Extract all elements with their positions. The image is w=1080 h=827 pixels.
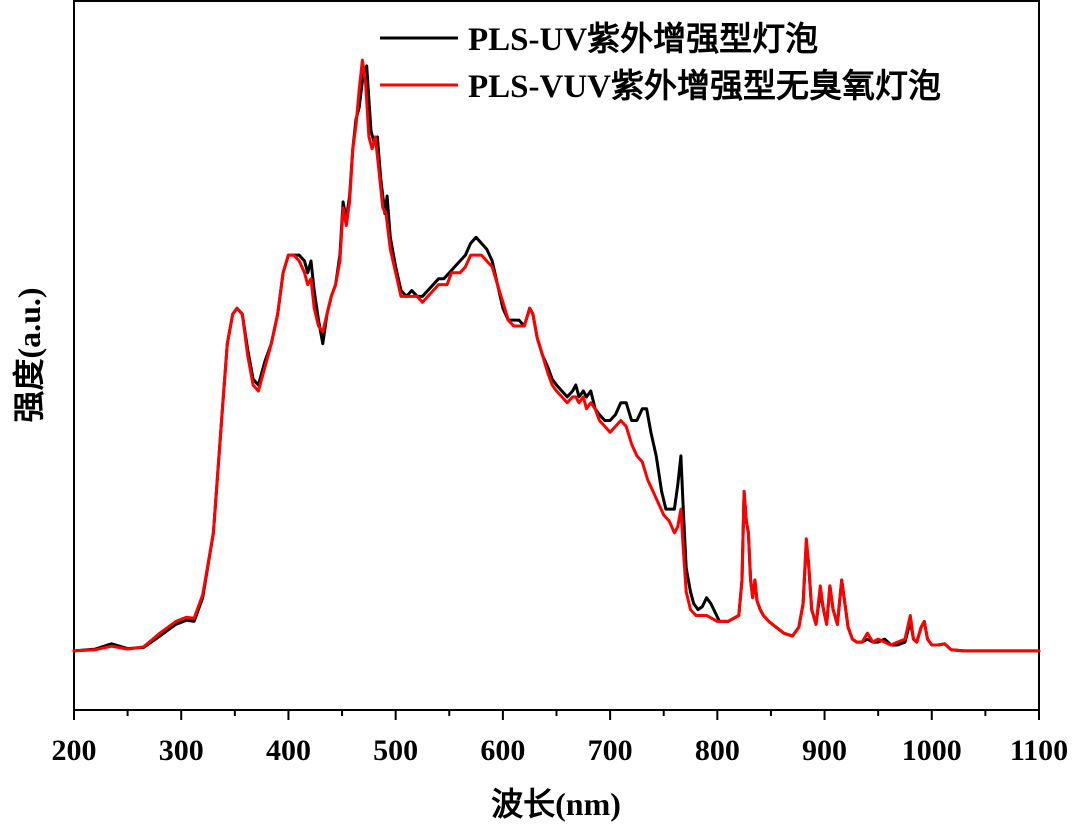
series-line-2 <box>72 58 1041 653</box>
x-tick-label: 200 <box>52 734 97 767</box>
plot-frame <box>73 0 1040 711</box>
x-tick-label: 400 <box>266 734 311 767</box>
x-tick-label: 300 <box>159 734 204 767</box>
legend: PLS-UV紫外增强型灯泡 PLS-VUV紫外增强型无臭氧灯泡 <box>380 21 941 105</box>
legend-label-series-2: PLS-VUV紫外增强型无臭氧灯泡 <box>468 68 941 105</box>
legend-label-series-1: PLS-UV紫外增强型灯泡 <box>468 21 818 58</box>
y-axis-title: 强度(a.u.) <box>11 287 47 422</box>
x-tick-label: 500 <box>373 734 418 767</box>
x-tick-label: 700 <box>588 734 633 767</box>
series-layer <box>72 58 1041 653</box>
x-tick-label: 800 <box>695 734 740 767</box>
x-axis: 200 300 400 500 600 700 800 900 1000 1100 <box>52 710 1068 767</box>
series-line-1 <box>72 64 1041 653</box>
x-tick-label: 1000 <box>902 734 962 767</box>
x-tick-label: 900 <box>802 734 847 767</box>
x-tick-label: 1100 <box>1010 734 1068 767</box>
x-axis-title: 波长(nm) <box>491 786 621 822</box>
x-tick-label: 600 <box>480 734 525 767</box>
